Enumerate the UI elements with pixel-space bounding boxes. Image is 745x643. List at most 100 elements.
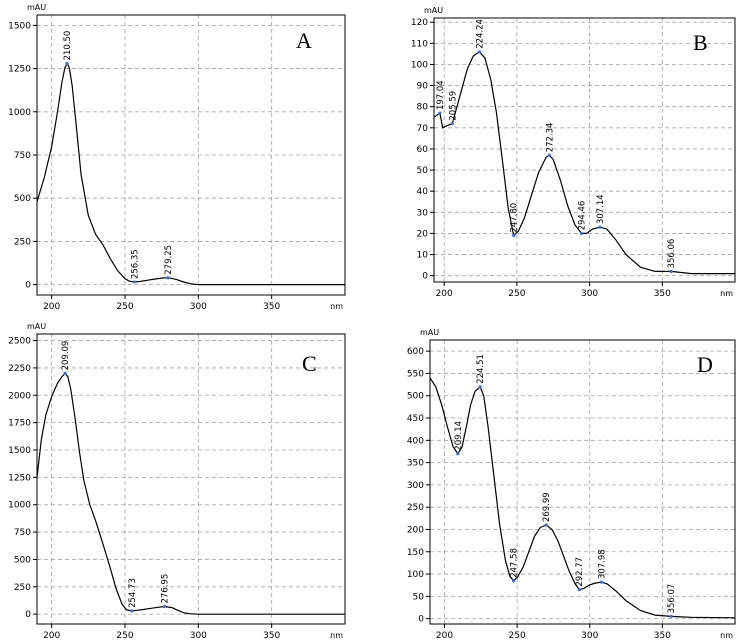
y-tick-label: 550 [407, 369, 424, 379]
panel-letter: D [697, 352, 713, 377]
x-tick-label: 250 [508, 289, 525, 299]
x-unit-label: nm [720, 631, 733, 640]
peak-label: 197.04 [436, 80, 446, 110]
y-tick-label: 0 [25, 610, 31, 620]
y-tick-label: 600 [407, 347, 424, 357]
y-tick-label: 400 [407, 436, 424, 446]
peak-marker [579, 231, 584, 236]
x-tick-label: 300 [581, 631, 598, 641]
peak-label: 279.25 [164, 245, 174, 275]
peak-marker [544, 523, 548, 527]
peak-marker [669, 614, 673, 619]
peak-label: 224.51 [476, 354, 486, 384]
peak-marker [63, 371, 67, 375]
peak-marker [598, 225, 602, 229]
x-tick-label: 200 [436, 289, 453, 299]
panel-letter: B [693, 30, 708, 55]
peak-marker [162, 604, 167, 609]
peak-label: 294.46 [578, 201, 588, 231]
y-tick-label: 750 [14, 151, 31, 161]
y-tick-label: 20 [417, 229, 429, 239]
y-tick-label: 250 [14, 583, 31, 593]
y-tick-label: 90 [417, 82, 429, 92]
x-tick-label: 300 [190, 631, 207, 641]
panel-c: 0 250 500 750 1000 1250 1500 1750 2000 2250 2500 20… [8, 322, 346, 641]
y-tick-label: 1250 [8, 65, 31, 75]
y-unit-label: mAU [27, 322, 46, 331]
y-tick-label: 250 [407, 503, 424, 513]
y-tick-label: 120 [411, 18, 428, 28]
plot-frame [433, 17, 736, 283]
y-tick-label: 1750 [8, 419, 31, 429]
y-tick-label: 2500 [8, 337, 31, 347]
x-tick-label: 200 [43, 631, 60, 641]
x-tick-label: 200 [436, 631, 453, 641]
x-tick-label: 350 [263, 302, 280, 312]
x-tick-label: 250 [509, 631, 526, 641]
y-tick-label: 450 [407, 414, 424, 424]
y-unit-label: mAU [420, 328, 439, 337]
x-tick-label: 350 [263, 631, 280, 641]
y-tick-label: 300 [407, 481, 424, 491]
peak-marker [65, 61, 69, 65]
peak-label: 256.35 [130, 249, 140, 279]
spectrum-trace [36, 372, 345, 615]
peak-label: 292.77 [575, 557, 585, 587]
x-tick-label: 250 [116, 302, 133, 312]
spectrum-trace [36, 62, 345, 286]
peak-label: 205.59 [448, 91, 458, 121]
x-unit-label: nm [330, 302, 343, 311]
plot-frame [429, 339, 736, 625]
y-unit-label: mAU [27, 3, 46, 12]
peak-label: 254.73 [128, 578, 138, 608]
y-tick-label: 500 [407, 392, 424, 402]
x-tick-label: 350 [654, 631, 671, 641]
y-tick-label: 0 [418, 615, 424, 625]
y-tick-label: 150 [407, 548, 424, 558]
x-tick-label: 300 [581, 289, 598, 299]
y-tick-label: 10 [417, 251, 429, 261]
peak-marker [477, 50, 482, 54]
y-tick-label: 1500 [8, 21, 31, 31]
y-tick-label: 100 [411, 60, 428, 70]
panel-b: 0 10 20 30 40 50 60 70 80 90 100 110 120 200 250 300 350… [411, 6, 736, 299]
y-tick-label: 0 [25, 281, 31, 291]
panel-letter: A [296, 28, 312, 53]
panel-letter: C [302, 351, 317, 376]
peak-marker [512, 579, 516, 583]
y-tick-label: 0 [422, 272, 428, 282]
x-tick-label: 350 [654, 289, 671, 299]
peak-label: 307.98 [597, 549, 607, 579]
peak-marker [478, 385, 482, 389]
peak-marker [577, 588, 581, 592]
peak-label: 307.14 [596, 194, 606, 224]
x-unit-label: nm [720, 289, 733, 298]
y-tick-label: 30 [417, 208, 429, 218]
y-tick-label: 1000 [8, 501, 31, 511]
spectrum-trace [429, 377, 736, 619]
y-tick-label: 250 [14, 237, 31, 247]
y-tick-label: 1250 [8, 473, 31, 483]
y-tick-label: 2000 [8, 391, 31, 401]
y-tick-label: 50 [417, 166, 429, 176]
peak-label: 210.50 [63, 31, 73, 61]
y-tick-label: 100 [407, 570, 424, 580]
peak-label: 356.06 [667, 239, 677, 269]
peak-label: 247.80 [510, 203, 520, 233]
y-tick-label: 1000 [8, 108, 31, 118]
plot-frame [36, 333, 346, 625]
y-tick-label: 40 [417, 187, 429, 197]
x-tick-label: 250 [116, 631, 133, 641]
peak-label: 224.24 [475, 19, 485, 49]
peak-marker [450, 122, 454, 126]
y-tick-label: 110 [411, 39, 428, 49]
peak-marker [132, 280, 136, 284]
y-tick-label: 80 [417, 103, 429, 113]
y-tick-label: 500 [14, 555, 31, 565]
x-tick-label: 300 [190, 302, 207, 312]
y-tick-label: 2250 [8, 364, 31, 374]
y-tick-label: 70 [417, 124, 429, 134]
peak-label: 209.14 [454, 421, 464, 451]
y-tick-label: 50 [413, 592, 425, 602]
